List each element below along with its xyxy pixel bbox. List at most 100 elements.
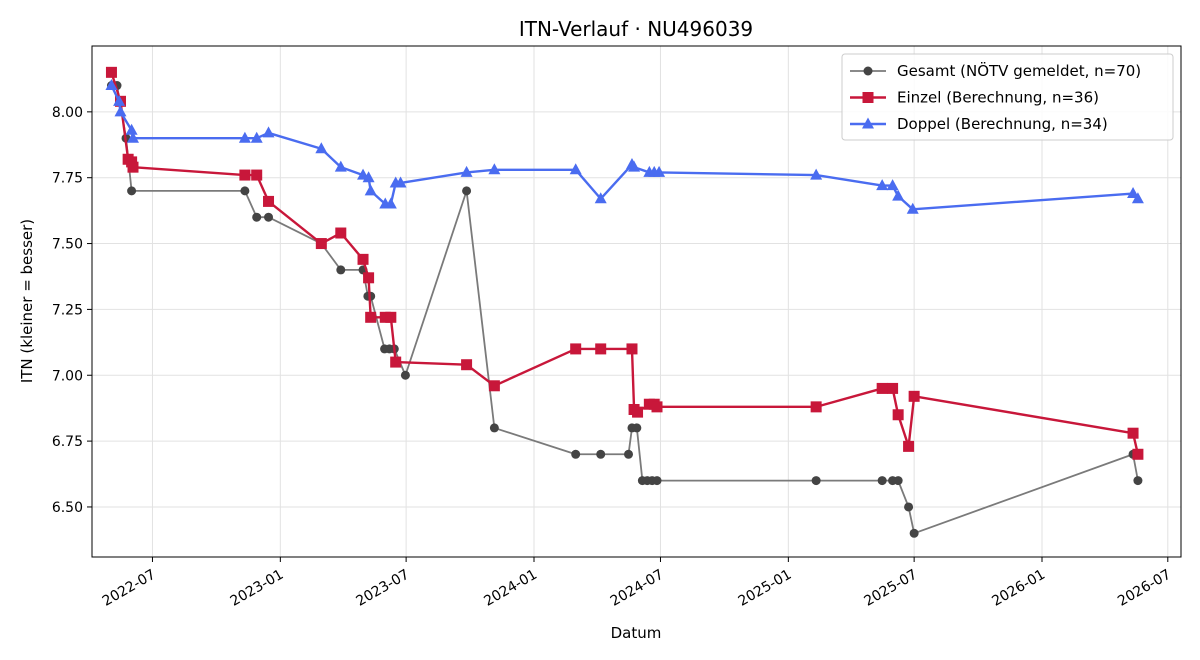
x-axis-label: Datum (611, 624, 662, 642)
plot-frame (91, 45, 1182, 558)
data-point (239, 169, 251, 181)
data-point (571, 449, 581, 459)
data-point (384, 197, 397, 209)
series-0 (106, 81, 1143, 538)
data-point (262, 126, 275, 138)
data-point (315, 238, 327, 250)
data-point (488, 380, 500, 392)
x-tick-label: 2023-01 (228, 567, 287, 610)
data-point (594, 192, 607, 204)
data-point (127, 131, 140, 143)
data-point (379, 311, 391, 323)
data-point (595, 343, 607, 355)
data-point (887, 382, 899, 394)
data-point (810, 401, 822, 413)
data-point (362, 171, 375, 183)
y-tick-label: 6.50 (52, 500, 83, 516)
x-tick-label: 2023-07 (353, 567, 412, 610)
x-tick-label: 2024-01 (481, 567, 540, 610)
data-point (252, 212, 262, 222)
data-point (461, 359, 473, 371)
data-point (908, 390, 920, 402)
data-point (113, 94, 126, 106)
data-point (904, 502, 914, 512)
data-point (400, 370, 410, 380)
data-point (651, 401, 663, 413)
data-point (652, 476, 662, 486)
data-point (1127, 427, 1139, 439)
y-tick-label: 6.75 (52, 434, 83, 450)
data-point (893, 476, 903, 486)
data-point (364, 184, 377, 196)
data-point (335, 227, 347, 239)
x-tick-label: 2025-01 (736, 567, 795, 610)
data-point (1132, 448, 1144, 460)
legend-label: Doppel (Berechnung, n=34) (897, 115, 1108, 133)
data-point (462, 186, 472, 196)
y-tick-label: 7.00 (52, 368, 83, 384)
data-point (632, 423, 642, 433)
data-point (892, 409, 904, 421)
y-tick-label: 7.25 (52, 302, 83, 318)
legend[interactable]: Gesamt (NÖTV gemeldet, n=70) Einzel (Bere… (841, 53, 1174, 141)
x-tick-label: 2024-07 (608, 567, 667, 610)
data-point (365, 311, 377, 323)
data-point (357, 253, 369, 265)
data-point (127, 161, 139, 173)
x-tick-label: 2025-07 (861, 567, 920, 610)
data-point (315, 142, 328, 154)
data-point (909, 528, 919, 538)
data-point (810, 168, 823, 180)
data-point (127, 186, 137, 196)
chart-title: ITN-Verlauf · NU496039 (519, 17, 753, 41)
data-point (105, 79, 118, 91)
data-point (251, 169, 263, 181)
y-axis-label: ITN (kleiner = besser) (18, 219, 36, 383)
data-point (336, 265, 346, 275)
y-tick-label: 7.50 (52, 237, 83, 253)
series-2 (105, 79, 1144, 214)
series-layer (105, 66, 1144, 538)
data-point (628, 160, 641, 172)
data-point (238, 131, 251, 143)
data-point (363, 272, 375, 284)
data-point (906, 202, 919, 214)
y-tick-label: 8.00 (52, 105, 83, 121)
x-tick-label: 2026-07 (1115, 567, 1174, 610)
legend-marker (862, 92, 874, 103)
x-tick-label: 2026-01 (989, 567, 1048, 610)
data-point (892, 189, 905, 201)
legend-label: Einzel (Berechnung, n=36) (897, 89, 1099, 107)
data-point (570, 343, 582, 355)
data-point (626, 343, 638, 355)
grid-lines (92, 46, 1181, 557)
data-point (624, 449, 634, 459)
legend-label: Gesamt (NÖTV gemeldet, n=70) (897, 61, 1141, 80)
data-point (876, 382, 888, 394)
data-point (569, 163, 582, 175)
data-point (876, 179, 889, 191)
data-point (250, 131, 263, 143)
data-point (125, 123, 138, 135)
data-point (460, 165, 473, 177)
data-point (240, 186, 250, 196)
data-point (394, 176, 407, 188)
data-point (886, 179, 899, 191)
data-point (877, 476, 887, 486)
legend-box (841, 53, 1174, 141)
data-point (1127, 187, 1140, 199)
data-point (390, 356, 402, 368)
legend-marker (863, 66, 873, 76)
data-point (1131, 192, 1144, 204)
data-point (263, 195, 275, 207)
data-point (334, 160, 347, 172)
data-point (903, 440, 915, 452)
axes: 6.50 6.75 7.00 7.25 7.50 7.75 8.00 2022-07 2023-… (52, 105, 1174, 610)
data-point (811, 476, 821, 486)
data-point (114, 105, 127, 117)
y-tick-label: 7.75 (52, 171, 83, 187)
data-point (105, 66, 117, 78)
data-point (488, 163, 501, 175)
data-point (1133, 476, 1143, 486)
